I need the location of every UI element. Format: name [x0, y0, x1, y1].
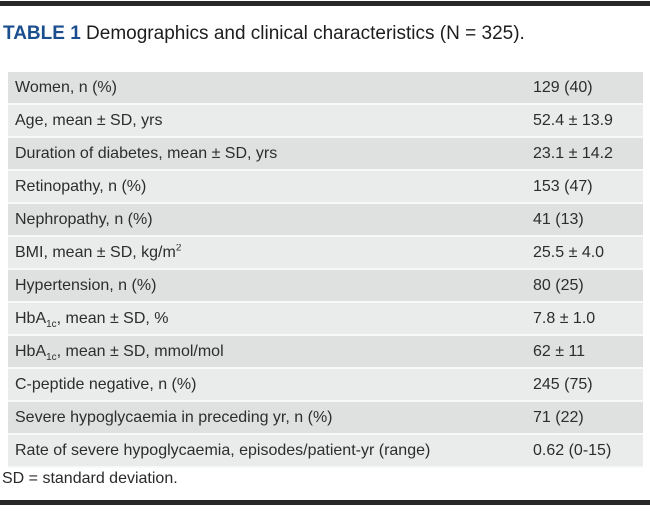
table-caption-text: Demographics and clinical characteristic… [80, 23, 525, 44]
table-row: Rate of severe hypoglycaemia, episodes/p… [8, 435, 643, 468]
row-value: 80 (25) [533, 276, 584, 294]
table-row: BMI, mean ± SD, kg/m2 25.5 ± 4.0 [8, 237, 643, 270]
demographics-table: Women, n (%) 129 (40) Age, mean ± SD, yrs 5… [8, 72, 643, 468]
row-value: 62 ± 11 [533, 342, 586, 360]
row-value: 23.1 ± 14.2 [533, 144, 613, 162]
table-caption: TABLE 1 Demographics and clinical charac… [3, 23, 525, 44]
row-label: Severe hypoglycaemia in preceding yr, n … [15, 408, 333, 426]
row-label: Age, mean ± SD, yrs [15, 111, 163, 129]
table-row: C-peptide negative, n (%) 245 (75) [8, 369, 643, 402]
row-label: Women, n (%) [15, 78, 117, 96]
row-value: 41 (13) [533, 210, 584, 228]
row-value: 52.4 ± 13.9 [533, 111, 613, 129]
table-row: Hypertension, n (%) 80 (25) [8, 270, 643, 303]
row-label: HbA1c, mean ± SD, % [15, 309, 169, 328]
table-row: Age, mean ± SD, yrs 52.4 ± 13.9 [8, 105, 643, 138]
row-label: Hypertension, n (%) [15, 276, 157, 294]
row-label: C-peptide negative, n (%) [15, 375, 197, 393]
row-label: BMI, mean ± SD, kg/m2 [15, 243, 182, 261]
row-label: Duration of diabetes, mean ± SD, yrs [15, 144, 278, 162]
table-row: Duration of diabetes, mean ± SD, yrs 23.1… [8, 138, 643, 171]
row-label: Rate of severe hypoglycaemia, episodes/p… [15, 441, 431, 459]
table-row: HbA1c, mean ± SD, % 7.8 ± 1.0 [8, 303, 643, 336]
table-row: Women, n (%) 129 (40) [8, 72, 643, 105]
table-row: Nephropathy, n (%) 41 (13) [8, 204, 643, 237]
row-label: HbA1c, mean ± SD, mmol/mol [15, 342, 224, 361]
row-label: Retinopathy, n (%) [15, 177, 147, 195]
table-caption-label: TABLE 1 [3, 23, 81, 44]
top-rule-bar [0, 1, 650, 6]
row-label: Nephropathy, n (%) [15, 210, 153, 228]
table-row: Severe hypoglycaemia in preceding yr, n … [8, 402, 643, 435]
bottom-rule-bar [0, 500, 650, 505]
row-value: 245 (75) [533, 375, 593, 393]
table-footnote: SD = standard deviation. [2, 470, 178, 487]
row-value: 7.8 ± 1.0 [533, 309, 596, 327]
table-row: HbA1c, mean ± SD, mmol/mol 62 ± 11 [8, 336, 643, 369]
row-value: 0.62 (0-15) [533, 441, 612, 459]
row-value: 153 (47) [533, 177, 593, 195]
row-value: 129 (40) [533, 78, 593, 96]
row-value: 71 (22) [533, 408, 584, 426]
table-row: Retinopathy, n (%) 153 (47) [8, 171, 643, 204]
row-value: 25.5 ± 4.0 [533, 243, 605, 261]
